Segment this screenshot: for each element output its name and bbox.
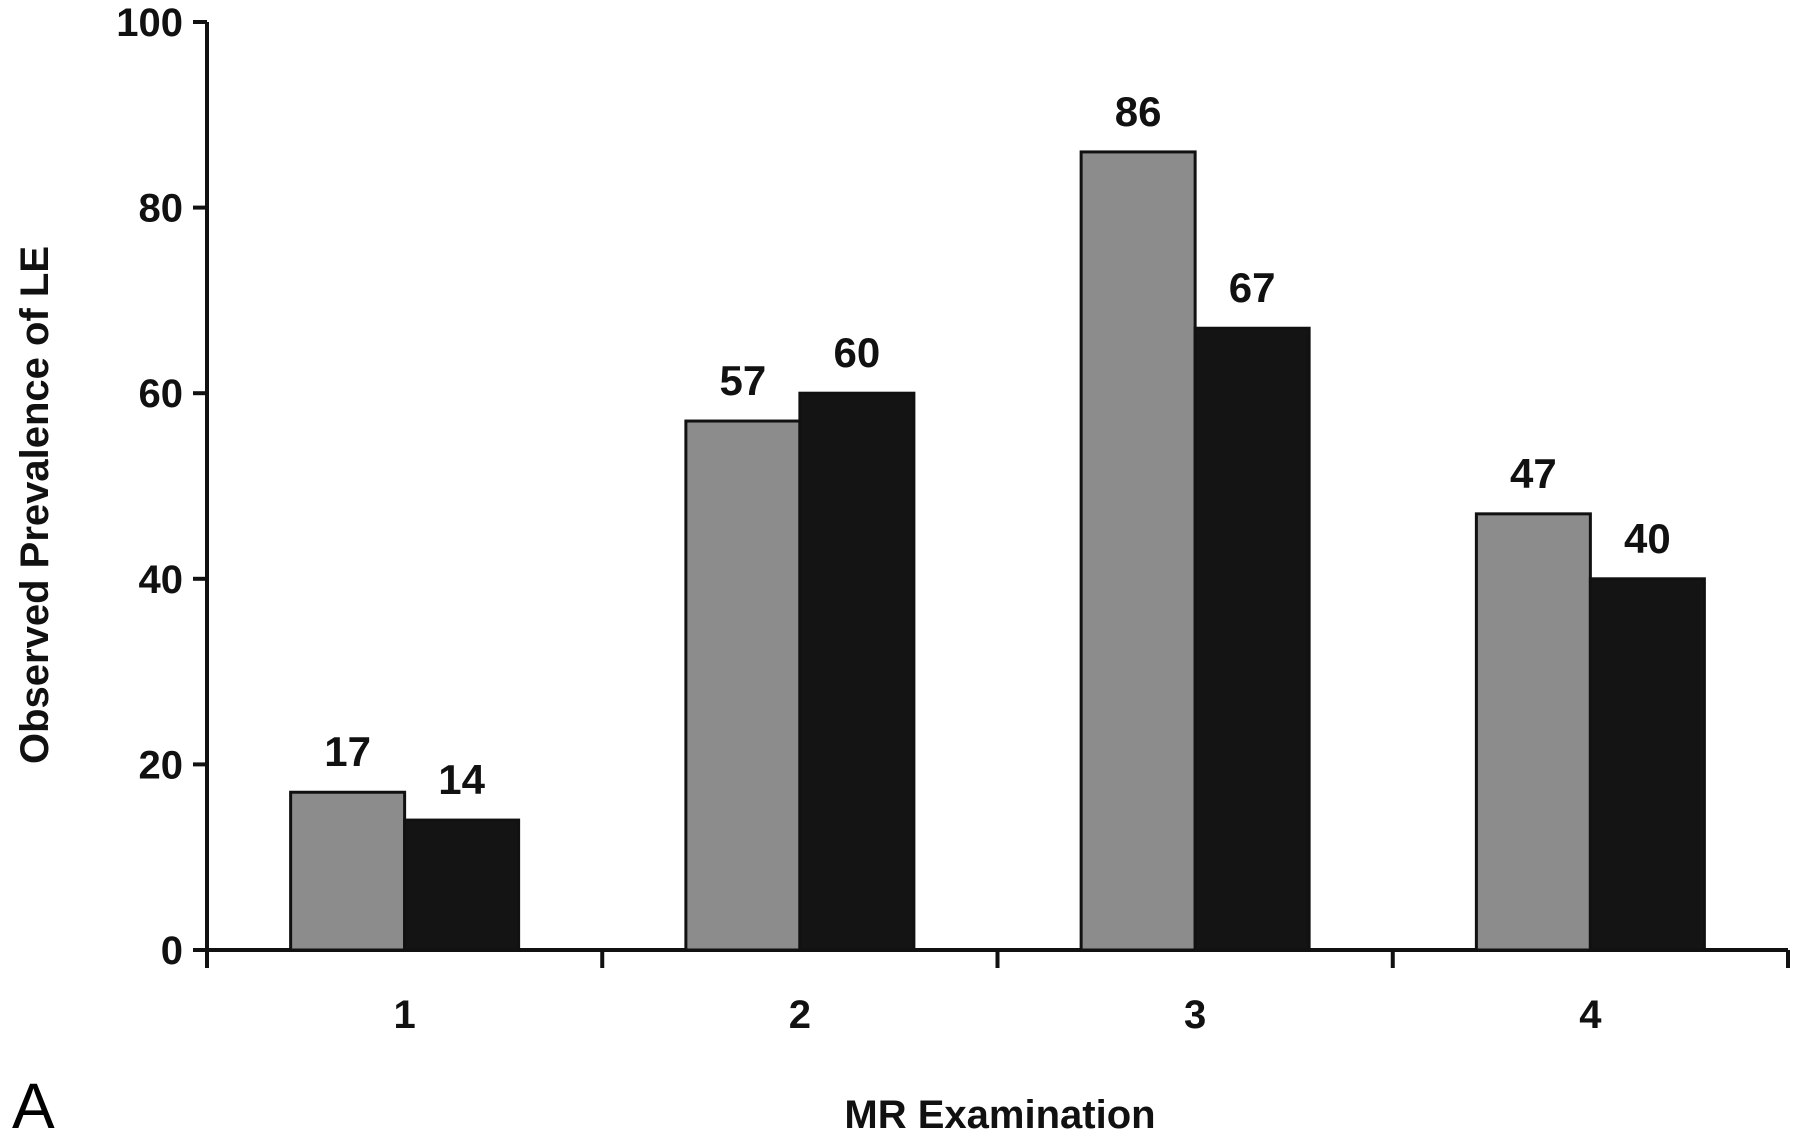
y-tick-label: 60 [139,372,184,416]
bar-value-label: 17 [324,728,371,775]
bar [403,818,521,952]
bar-value-label: 86 [1115,88,1162,135]
x-category-label: 4 [1579,993,1602,1037]
x-axis-title: MR Examination [844,1093,1155,1137]
bar-value-label: 40 [1624,515,1671,562]
x-category-label: 2 [789,993,811,1037]
bar [684,419,802,952]
bar [289,790,407,952]
x-category-label: 1 [394,993,416,1037]
y-tick-label: 40 [139,558,184,602]
panel-label: A [12,1070,55,1140]
bar [798,391,916,952]
y-tick-label: 80 [139,187,184,231]
bar [1079,150,1197,952]
bar [1588,577,1706,952]
bar-value-label: 60 [834,329,881,376]
y-axis-title: Observed Prevalence of LE [13,246,57,764]
bar-value-label: 67 [1229,264,1276,311]
y-axis: 0 20 40 60 80 100 [116,1,209,973]
bar-value-labels: 17 14 57 60 86 67 47 40 [324,88,1670,803]
bar-value-label: 57 [720,357,767,404]
bar-value-label: 14 [438,756,485,803]
x-category-label: 3 [1184,993,1206,1037]
bar [1474,512,1592,952]
y-tick-label: 0 [161,929,183,973]
bar-value-label: 47 [1510,450,1557,497]
bar [1193,326,1311,952]
x-axis: 1 2 3 4 [205,948,1790,1037]
y-tick-label: 20 [139,743,184,787]
bars [289,150,1706,952]
y-tick-label: 100 [116,1,183,45]
